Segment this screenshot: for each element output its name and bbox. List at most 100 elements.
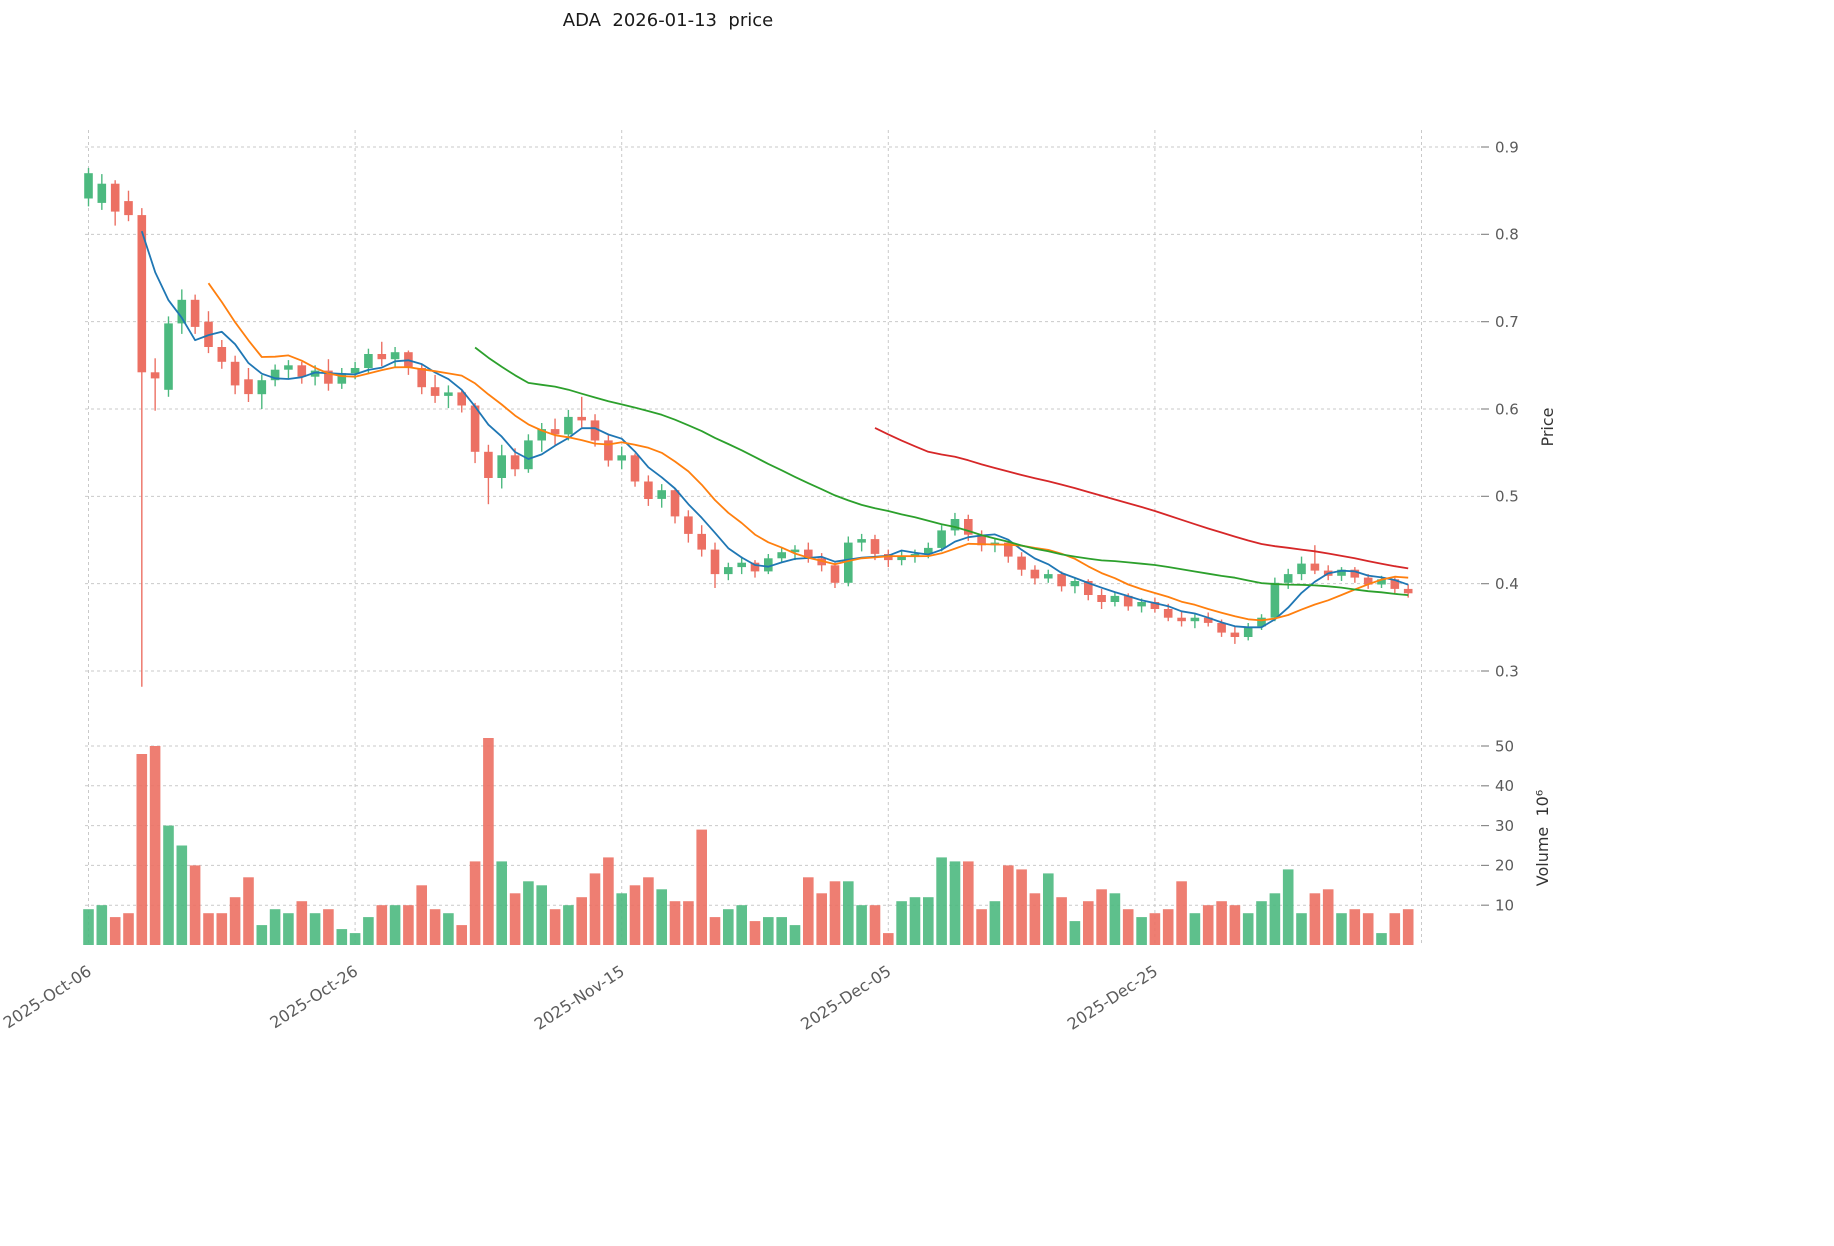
candle-body bbox=[1177, 617, 1186, 622]
candle-body bbox=[590, 420, 600, 441]
price-tick-label: 0.6 bbox=[1495, 400, 1519, 418]
volume-bar bbox=[389, 905, 401, 945]
volume-bar bbox=[549, 909, 561, 945]
price-tick-label: 0.3 bbox=[1495, 662, 1519, 680]
volume-bar bbox=[576, 897, 587, 945]
volume-bar bbox=[883, 933, 894, 945]
volume-bar bbox=[443, 913, 454, 945]
candle-body bbox=[1084, 581, 1093, 595]
candle-body bbox=[1137, 602, 1146, 607]
volume-bar bbox=[149, 746, 161, 945]
volume-bar bbox=[336, 929, 348, 945]
candle-body bbox=[1337, 569, 1346, 576]
x-tick-label: 2025-Dec-25 bbox=[1064, 961, 1161, 1033]
candle-body bbox=[1123, 595, 1133, 607]
candle-body bbox=[1163, 609, 1173, 618]
candle-body bbox=[1070, 581, 1080, 587]
volume-bar bbox=[1309, 893, 1321, 945]
candle-body bbox=[924, 547, 933, 554]
ma-line-MA30 bbox=[474, 346, 1409, 596]
candle-body bbox=[1257, 617, 1266, 627]
volume-axis-label: Volume 10⁶ bbox=[1532, 789, 1552, 887]
volume-bar bbox=[123, 913, 134, 945]
volume-bar bbox=[296, 901, 308, 945]
volume-bar bbox=[523, 881, 534, 945]
candle-body bbox=[1203, 617, 1213, 623]
volume-bar bbox=[1189, 913, 1201, 945]
volume-tick-label: 50 bbox=[1495, 737, 1514, 755]
candle-body bbox=[457, 392, 466, 406]
candle-body bbox=[1297, 563, 1306, 575]
volume-bar bbox=[283, 913, 294, 945]
candle-body bbox=[510, 455, 520, 470]
volume-bar bbox=[1242, 913, 1254, 945]
candle-body bbox=[710, 549, 720, 575]
volume-bar bbox=[496, 861, 507, 945]
candle-body bbox=[630, 455, 640, 482]
volume-bar bbox=[403, 905, 414, 945]
volume-bar bbox=[816, 893, 827, 945]
x-tick-label: 2025-Oct-06 bbox=[0, 961, 95, 1032]
volume-bar bbox=[1282, 869, 1294, 945]
volume-bar bbox=[1256, 901, 1267, 945]
volume-bar bbox=[429, 909, 441, 945]
price-axis-label: Price bbox=[1537, 407, 1557, 447]
x-tick-label: 2025-Oct-26 bbox=[266, 961, 361, 1032]
volume-bar bbox=[363, 917, 374, 945]
candle-body bbox=[97, 183, 107, 203]
candle-body bbox=[1403, 588, 1413, 594]
volume-bar bbox=[229, 897, 241, 945]
candle-body bbox=[1030, 569, 1040, 579]
volume-bar bbox=[1202, 905, 1214, 945]
candle-body bbox=[950, 519, 960, 531]
candle-body bbox=[550, 429, 560, 435]
volume-bar bbox=[109, 917, 121, 945]
candle-body bbox=[1057, 574, 1066, 587]
volume-bar bbox=[989, 901, 1001, 945]
candle-body bbox=[857, 539, 866, 543]
candle-body bbox=[684, 516, 693, 534]
x-axis: 2025-Oct-06 2025-Oct-26 2025-Nov-15 2025-De… bbox=[0, 961, 1161, 1033]
candle-body bbox=[844, 542, 853, 583]
volume-bar bbox=[976, 909, 987, 945]
candle-body bbox=[1230, 632, 1240, 637]
volume-bar bbox=[1029, 893, 1041, 945]
candle-body bbox=[1017, 556, 1026, 570]
volume-bar bbox=[763, 917, 774, 945]
volume-bar bbox=[563, 905, 574, 945]
candle-body bbox=[257, 380, 267, 395]
candle-body bbox=[417, 368, 426, 388]
volume-bar bbox=[749, 921, 761, 945]
price-tick-label: 0.9 bbox=[1495, 138, 1519, 156]
candle-body bbox=[1350, 569, 1360, 578]
volume-bar bbox=[136, 754, 148, 945]
volume-bar bbox=[1016, 869, 1027, 945]
volume-bar bbox=[256, 925, 268, 945]
candle-body bbox=[1150, 602, 1160, 609]
candle-body bbox=[737, 562, 746, 568]
volume-bar bbox=[456, 925, 467, 945]
volume-tick-label: 40 bbox=[1495, 777, 1514, 795]
volume-bar bbox=[203, 913, 214, 945]
volume-bar bbox=[376, 905, 388, 945]
candle-body bbox=[1217, 623, 1226, 633]
volume-bar bbox=[176, 845, 188, 945]
candle-body bbox=[537, 429, 546, 441]
volume-bar bbox=[603, 857, 614, 945]
volume-bar bbox=[723, 909, 734, 945]
volume-bar bbox=[189, 865, 201, 945]
volume-bar bbox=[83, 909, 94, 945]
price-tick-label: 0.5 bbox=[1495, 488, 1519, 506]
candle-body bbox=[910, 554, 920, 557]
volume-bar bbox=[1269, 893, 1281, 945]
candle-body bbox=[217, 347, 227, 362]
candle-body bbox=[1363, 577, 1373, 585]
candle-body bbox=[617, 455, 626, 461]
candle-body bbox=[1004, 542, 1013, 557]
volume-bar bbox=[243, 877, 254, 945]
ma-line-MA5 bbox=[140, 230, 1409, 629]
volume-bar bbox=[309, 913, 321, 945]
volume-tick-label: 30 bbox=[1495, 817, 1514, 835]
volume-bar bbox=[1069, 921, 1081, 945]
candle-body bbox=[430, 387, 440, 396]
